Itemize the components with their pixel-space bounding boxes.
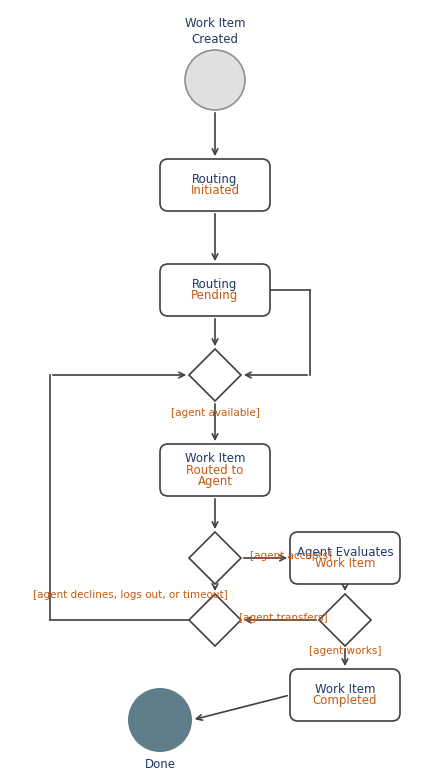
Polygon shape: [189, 532, 241, 584]
Polygon shape: [189, 594, 241, 646]
Circle shape: [128, 688, 192, 752]
Text: Agent Evaluates: Agent Evaluates: [297, 546, 393, 559]
Text: Work Item
Created: Work Item Created: [185, 17, 245, 46]
Circle shape: [185, 50, 245, 110]
Text: [agent accepts]: [agent accepts]: [250, 551, 332, 561]
Polygon shape: [189, 349, 241, 401]
FancyBboxPatch shape: [290, 532, 400, 584]
Text: Routed to: Routed to: [186, 464, 244, 476]
Text: [agent available]: [agent available]: [171, 408, 260, 418]
FancyBboxPatch shape: [160, 159, 270, 211]
Text: Routing: Routing: [192, 173, 238, 186]
Text: Work Item: Work Item: [315, 557, 375, 570]
Text: Completed: Completed: [313, 694, 377, 707]
FancyBboxPatch shape: [160, 444, 270, 496]
Text: Routing: Routing: [192, 278, 238, 291]
Text: Work Item: Work Item: [315, 683, 375, 696]
Text: Initiated: Initiated: [191, 184, 240, 197]
Text: [agent works]: [agent works]: [309, 646, 381, 656]
Text: Pending: Pending: [191, 289, 238, 302]
Text: Work Item: Work Item: [185, 452, 245, 465]
Text: Done: Done: [144, 758, 175, 771]
Text: [agent declines, logs out, or timeout]: [agent declines, logs out, or timeout]: [33, 590, 227, 600]
FancyBboxPatch shape: [160, 264, 270, 316]
Text: Agent: Agent: [197, 475, 232, 488]
Text: [agent transfers]: [agent transfers]: [239, 613, 327, 623]
Polygon shape: [319, 594, 371, 646]
FancyBboxPatch shape: [290, 669, 400, 721]
